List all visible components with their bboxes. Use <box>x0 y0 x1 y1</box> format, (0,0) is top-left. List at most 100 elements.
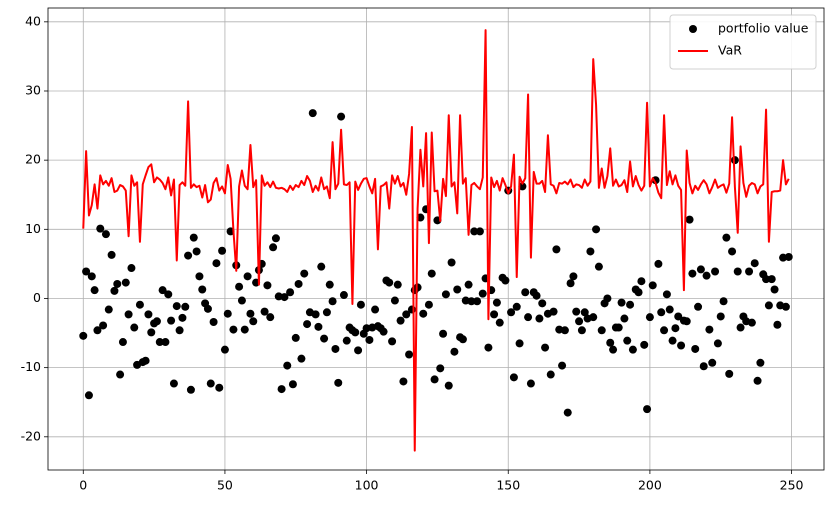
point <box>762 275 771 284</box>
point <box>390 296 399 305</box>
point <box>320 334 329 343</box>
point <box>594 262 603 271</box>
point <box>314 322 323 331</box>
point <box>116 370 125 379</box>
point <box>606 338 615 347</box>
point <box>694 302 703 311</box>
point <box>220 345 229 354</box>
point <box>181 302 190 311</box>
point <box>297 354 306 363</box>
point <box>110 286 119 295</box>
legend-box <box>669 14 817 70</box>
point <box>271 234 280 243</box>
point <box>575 317 584 326</box>
point <box>784 252 793 261</box>
point <box>747 318 756 327</box>
point <box>288 380 297 389</box>
legend-label: VaR <box>718 43 742 58</box>
point <box>79 331 88 340</box>
point <box>141 356 150 365</box>
x-tick-label: 250 <box>780 478 804 493</box>
point <box>617 298 626 307</box>
point <box>674 312 683 321</box>
point <box>745 267 754 276</box>
point <box>164 290 173 299</box>
point <box>572 307 581 316</box>
y-tick-label: 20 <box>25 152 41 167</box>
point <box>147 328 156 337</box>
point <box>660 326 669 335</box>
point <box>192 247 201 256</box>
point <box>580 308 589 317</box>
point <box>725 369 734 378</box>
point <box>603 294 612 303</box>
point <box>101 230 110 239</box>
point <box>104 305 113 314</box>
point <box>736 323 745 332</box>
y-tick-label: 10 <box>25 221 41 236</box>
point <box>399 377 408 386</box>
point <box>203 304 212 313</box>
point <box>286 288 295 297</box>
y-tick-label: 0 <box>33 290 41 305</box>
point <box>473 297 482 306</box>
legend-marker <box>689 25 697 33</box>
point <box>558 361 567 370</box>
point <box>354 346 363 355</box>
point <box>209 317 218 326</box>
point <box>773 320 782 329</box>
point <box>699 362 708 371</box>
x-tick-label: 0 <box>79 478 87 493</box>
point <box>118 338 127 347</box>
point <box>186 385 195 394</box>
point <box>509 373 518 382</box>
point <box>535 314 544 323</box>
point <box>597 326 606 335</box>
point <box>541 343 550 352</box>
point <box>96 224 105 233</box>
point <box>283 361 292 370</box>
point <box>379 327 388 336</box>
point <box>524 313 533 322</box>
point <box>657 308 666 317</box>
point <box>99 321 108 330</box>
point <box>648 281 657 290</box>
point <box>87 272 96 281</box>
point <box>691 344 700 353</box>
point <box>609 345 618 354</box>
point <box>127 264 136 273</box>
point <box>444 381 453 390</box>
point <box>716 312 725 321</box>
plot-background <box>48 8 824 470</box>
point <box>269 243 278 252</box>
point <box>365 335 374 344</box>
point <box>337 112 346 121</box>
point <box>470 227 479 236</box>
point <box>308 109 317 118</box>
point <box>155 338 164 347</box>
point <box>246 309 255 318</box>
point <box>82 267 91 276</box>
point <box>402 310 411 319</box>
point <box>331 344 340 353</box>
point <box>458 335 467 344</box>
x-tick-label: 100 <box>355 478 379 493</box>
point <box>702 271 711 280</box>
x-tick-label: 50 <box>217 478 233 493</box>
point <box>178 313 187 322</box>
point <box>770 285 779 294</box>
point <box>467 297 476 306</box>
point <box>263 281 272 290</box>
point <box>175 326 184 335</box>
point <box>107 250 116 259</box>
point <box>419 309 428 318</box>
point <box>430 375 439 384</box>
point <box>552 245 561 254</box>
y-tick-label: 40 <box>25 13 41 28</box>
point <box>84 391 93 400</box>
point <box>172 302 181 311</box>
point <box>189 233 198 242</box>
point <box>371 305 380 314</box>
point <box>507 308 516 317</box>
point <box>135 300 144 309</box>
